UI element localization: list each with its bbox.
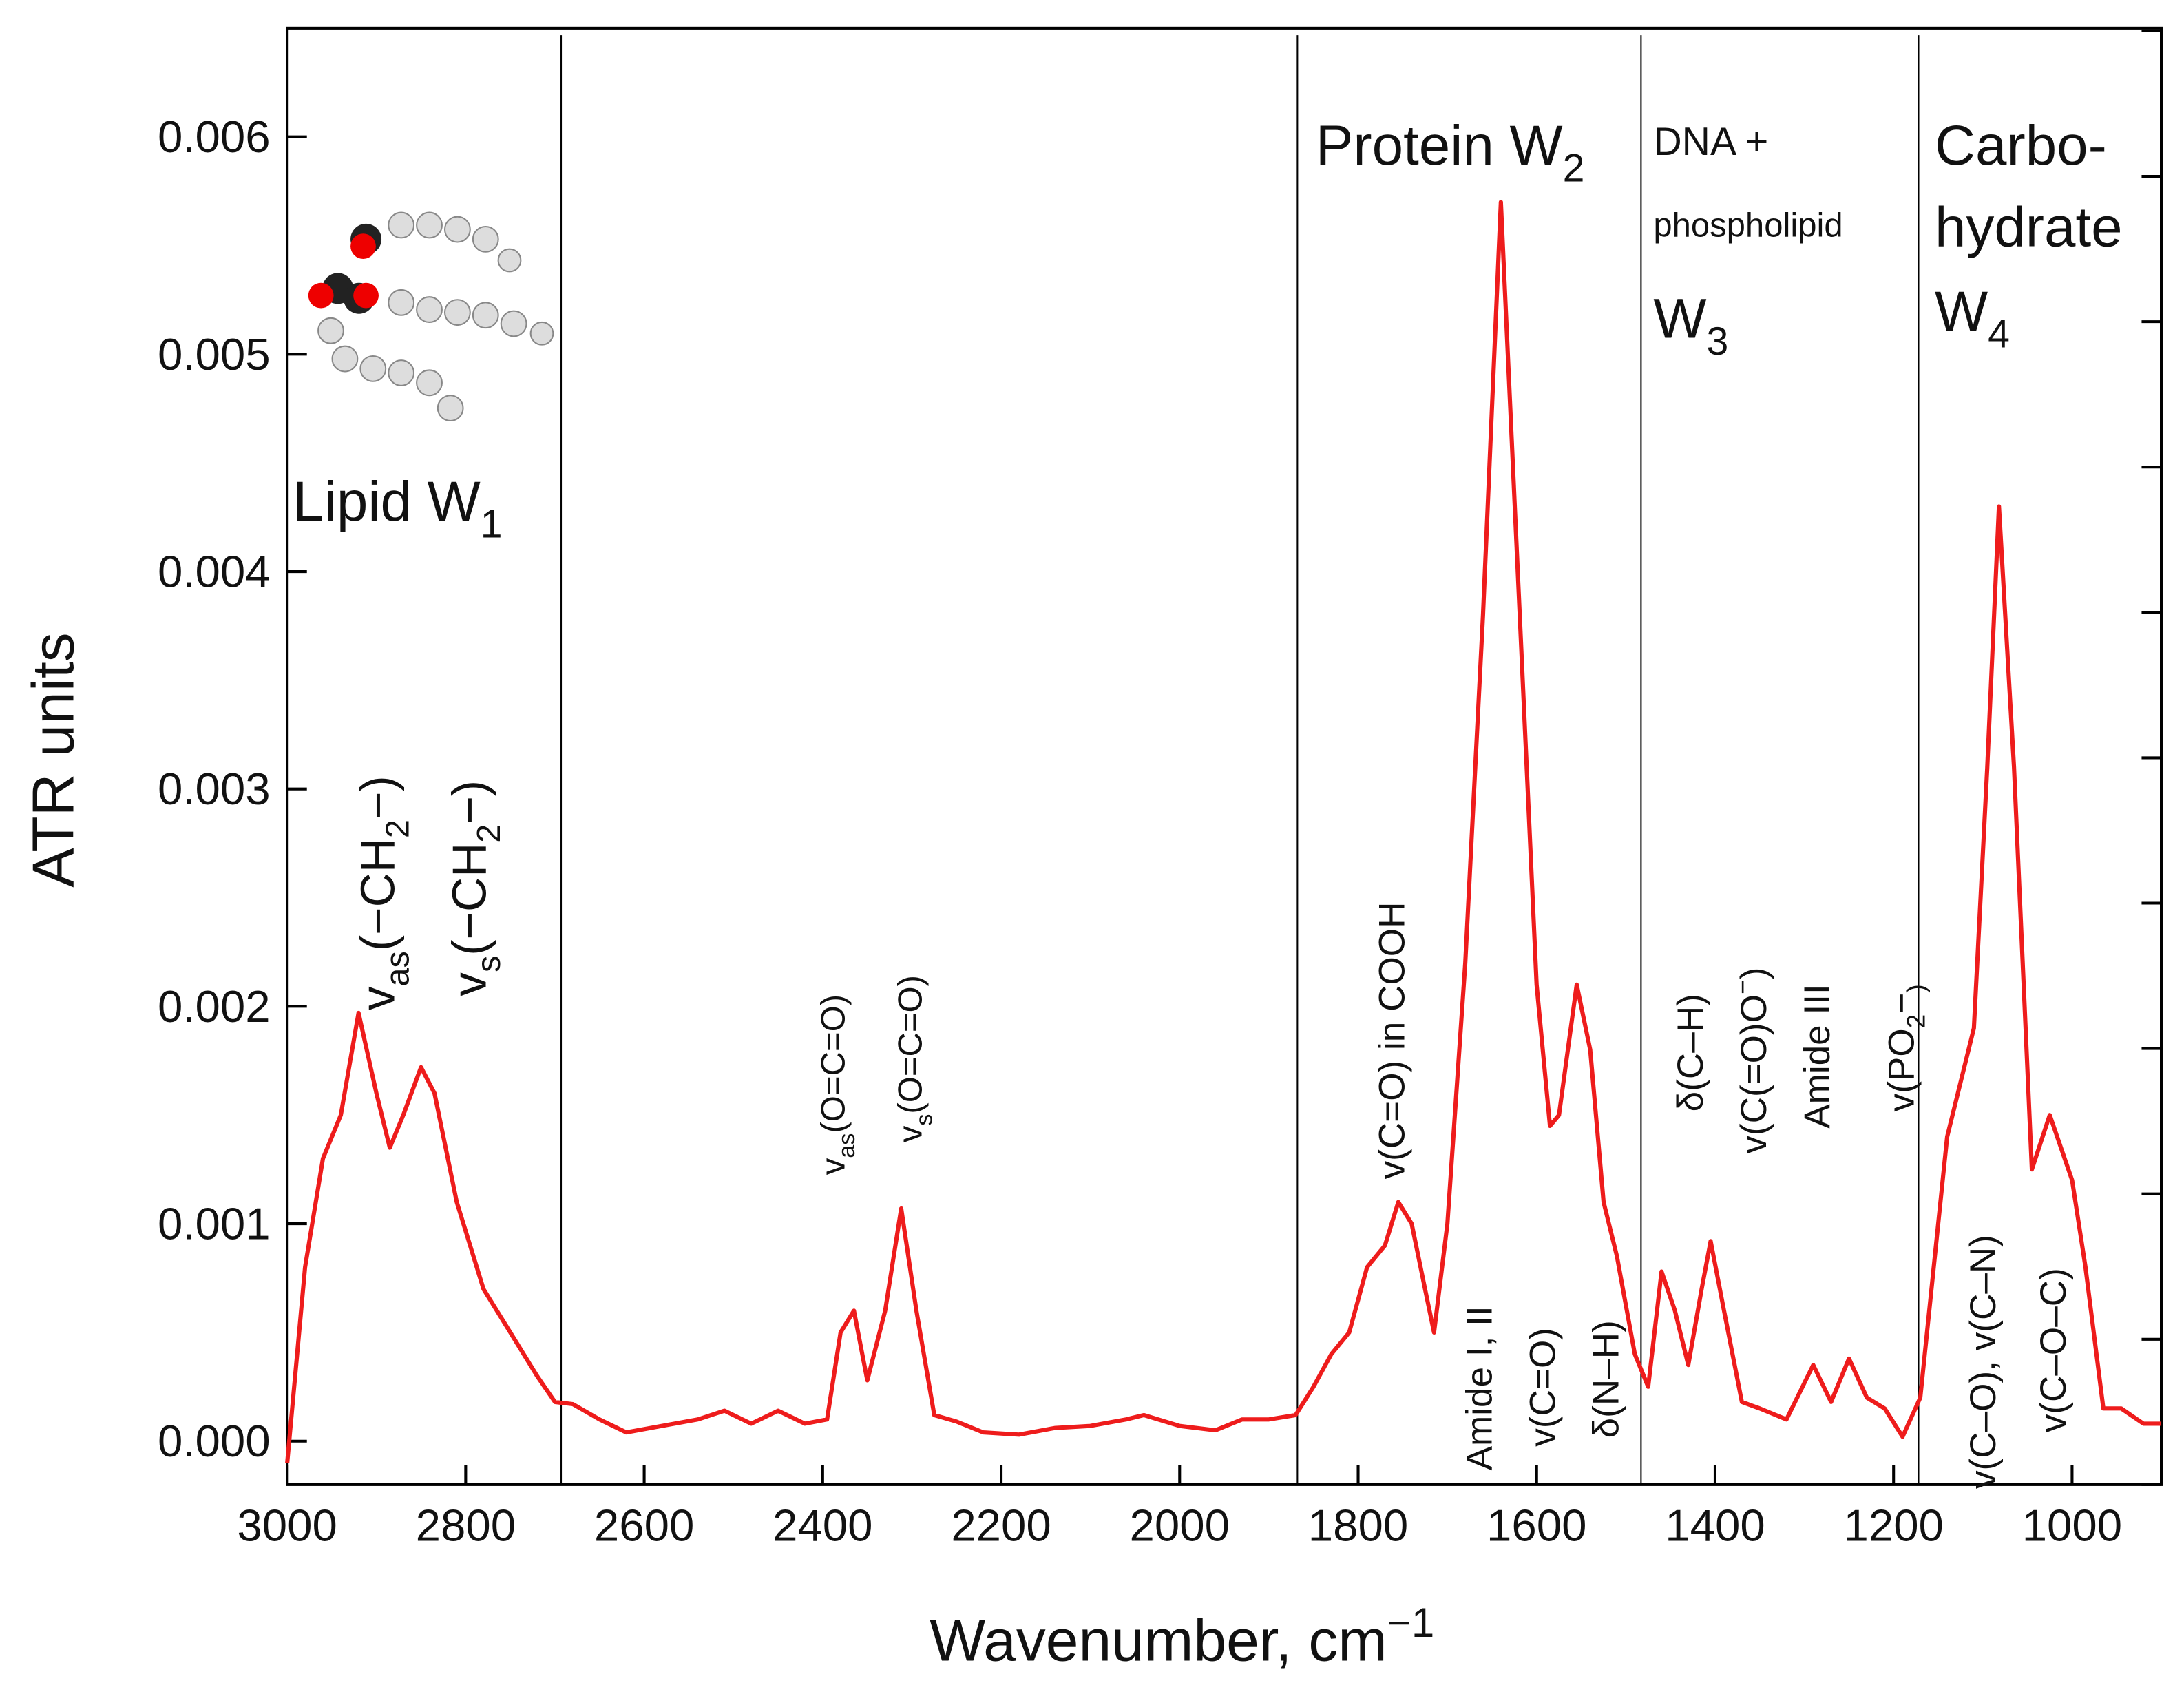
text-part: v(C–O–C) — [2033, 1268, 2074, 1432]
region-label: W3 — [1653, 287, 1728, 364]
x-tick-label: 3000 — [237, 1501, 337, 1551]
region-label: Carbo- — [1935, 114, 2107, 177]
region-label: W4 — [1935, 280, 2010, 357]
text-part: Wavenumber, cm — [930, 1607, 1387, 1673]
band-annotation: v(C=O) in COOH — [1372, 902, 1413, 1180]
text-part: v — [442, 972, 496, 996]
plot-frame — [286, 26, 2163, 1486]
text-part: s — [911, 1114, 937, 1126]
y-tick-label: 0.001 — [158, 1199, 271, 1249]
band-annotation: Amide III — [1797, 984, 1838, 1129]
text-part: (−CH — [442, 843, 496, 956]
text-part: hydrate — [1935, 196, 2123, 259]
text-part: Amide I, II — [1459, 1306, 1500, 1470]
x-tick-label: 1000 — [2022, 1501, 2122, 1551]
text-part: (−CH — [350, 838, 404, 951]
text-part: 2 — [470, 824, 507, 843]
y-tick-label: 0.005 — [158, 329, 271, 379]
text-part: − — [1728, 979, 1757, 994]
text-part: 1 — [481, 503, 503, 547]
text-part: (O=C=O) — [815, 994, 852, 1133]
region-label: hydrate — [1935, 196, 2123, 259]
spectrum-line — [285, 200, 2162, 1463]
text-part: v(C–O), v(C–N) — [1963, 1235, 2004, 1489]
text-part: (O=C=O) — [892, 975, 930, 1114]
x-tick-label: 2400 — [773, 1501, 872, 1551]
text-part: ) — [1734, 968, 1774, 980]
text-part: 2 — [379, 819, 416, 838]
band-annotation: δ(C–H) — [1670, 994, 1711, 1111]
molecule-icon — [308, 211, 554, 422]
x-tick-label: 2600 — [594, 1501, 694, 1551]
text-part: v(C=O) — [1522, 1328, 1563, 1447]
text-part: W — [1653, 287, 1706, 350]
y-tick-label: 0.004 — [158, 547, 271, 597]
band-annotation: vs(−CH2−) — [442, 780, 507, 996]
text-part: δ(N–H) — [1586, 1320, 1626, 1438]
y-tick-label: 0.002 — [158, 981, 271, 1032]
band-annotation: vas(O=C=O) — [815, 994, 860, 1175]
y-axis-title: ATR units — [21, 632, 87, 887]
band-annotation: v(C–O), v(C–N) — [1963, 1235, 2004, 1489]
x-tick-label: 1600 — [1487, 1501, 1586, 1551]
text-part: as — [834, 1133, 860, 1158]
text-part: 4 — [1988, 313, 2010, 357]
band-annotation: Amide I, II — [1459, 1306, 1500, 1470]
region-label: DNA + — [1653, 120, 1768, 164]
text-part: W — [1935, 280, 1988, 343]
x-tick-label: 1400 — [1665, 1501, 1765, 1551]
band-annotation: δ(N–H) — [1586, 1320, 1626, 1438]
x-tick-label: 1800 — [1308, 1501, 1408, 1551]
x-tick-label: 2000 — [1130, 1501, 1230, 1551]
text-part: Amide III — [1797, 984, 1838, 1129]
text-part: v — [350, 986, 404, 1010]
band-annotation: v(C–O–C) — [2033, 1268, 2074, 1432]
band-annotation: vs(O=C=O) — [892, 975, 938, 1142]
text-part: ) — [1901, 984, 1930, 992]
text-part: v(PO — [1881, 1028, 1922, 1111]
text-part: DNA + — [1653, 120, 1768, 164]
text-part: v(C=O) in COOH — [1372, 902, 1413, 1180]
region-label: Protein W2 — [1316, 114, 1585, 191]
region-label: Lipid W1 — [293, 470, 502, 547]
x-tick-label: 2200 — [951, 1501, 1051, 1551]
text-part: 2 — [1563, 147, 1585, 191]
text-part: 3 — [1706, 320, 1728, 364]
region-label: phospholipid — [1653, 207, 1842, 244]
text-part: Carbo- — [1935, 114, 2107, 177]
band-annotation: v(C=O) — [1522, 1328, 1563, 1447]
y-tick-label: 0.006 — [158, 112, 271, 162]
y-tick-label: 0.003 — [158, 764, 271, 814]
text-part: as — [379, 951, 416, 986]
x-axis-title: Wavenumber, cm−1 — [930, 1600, 1434, 1673]
text-part: v — [892, 1125, 930, 1142]
text-part: − — [1881, 993, 1922, 1014]
text-part: Protein W — [1316, 114, 1563, 177]
text-part: −1 — [1387, 1600, 1434, 1646]
x-tick-label: 2800 — [416, 1501, 516, 1551]
text-part: δ(C–H) — [1670, 994, 1711, 1111]
text-part: −) — [442, 780, 496, 824]
y-tick-label: 0.000 — [158, 1416, 271, 1466]
text-part: phospholipid — [1653, 207, 1842, 244]
x-tick-label: 1200 — [1843, 1501, 1943, 1551]
band-annotation: vas(−CH2−) — [350, 775, 416, 1010]
text-part: s — [470, 956, 507, 972]
text-part: 2 — [1901, 1014, 1930, 1029]
text-part: −) — [350, 775, 404, 819]
band-annotation: v(PO2−) — [1881, 984, 1930, 1111]
text-part: Lipid W — [293, 470, 480, 533]
band-annotation: v(C(=O)O−) — [1728, 968, 1774, 1154]
text-part: v(C(=O)O — [1734, 994, 1774, 1154]
text-part: v — [815, 1158, 852, 1175]
